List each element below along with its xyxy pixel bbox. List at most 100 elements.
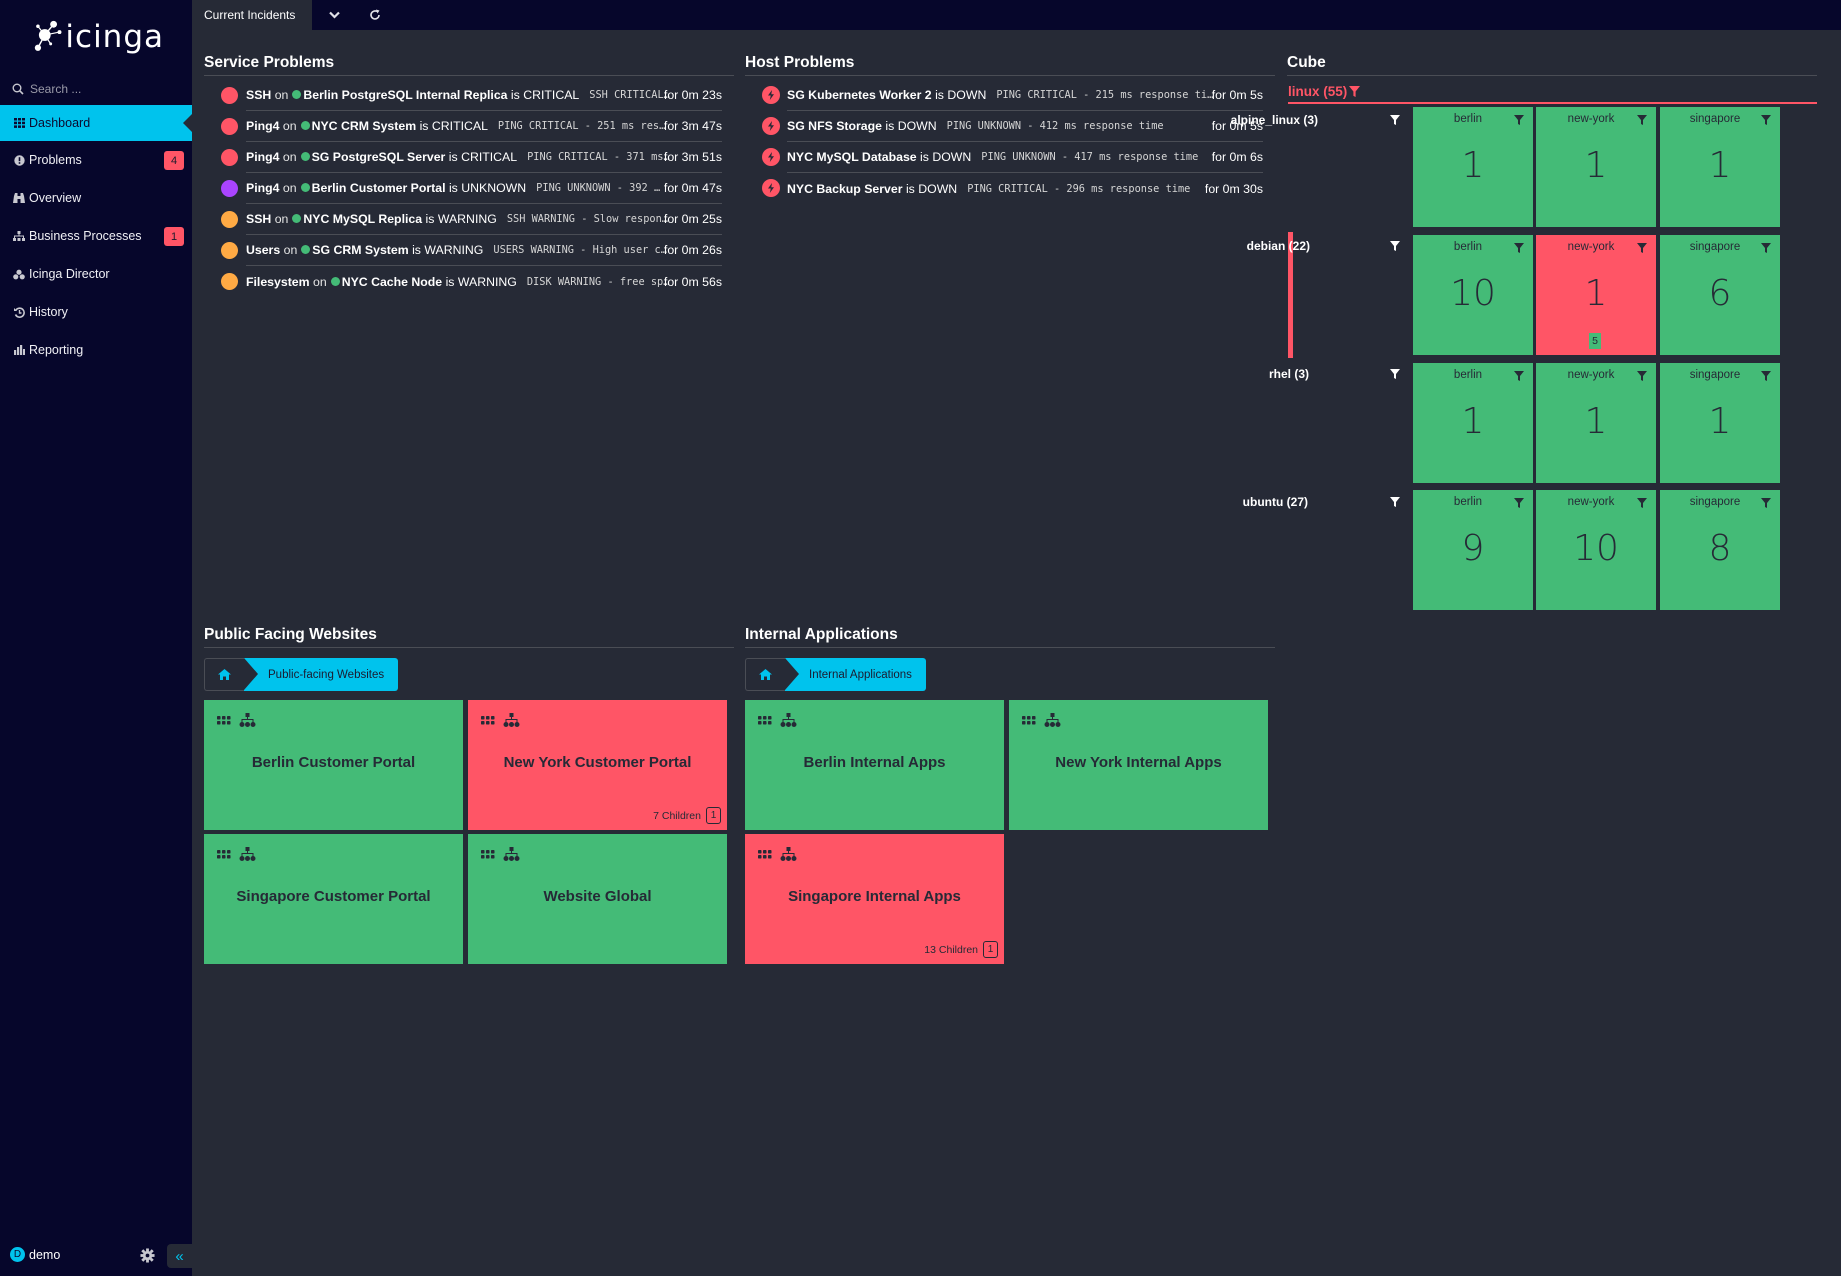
cube-cell[interactable]: singapore 6	[1660, 235, 1780, 355]
cube-row-label[interactable]: debian (22)	[1246, 239, 1310, 253]
service-name[interactable]: SSH	[246, 212, 272, 226]
cube-row-label[interactable]: alpine_linux (3)	[1230, 113, 1318, 127]
cube-cell-critical[interactable]: new-york 1 5	[1536, 235, 1656, 355]
filter-icon[interactable]	[1390, 497, 1400, 507]
host-problem-row[interactable]: NYC MySQL Database is DOWN PING UNKNOWN …	[762, 142, 1263, 173]
breadcrumb-item[interactable]: Internal Applications	[785, 658, 926, 691]
filter-icon[interactable]	[1761, 243, 1771, 253]
sitemap-icon[interactable]	[503, 847, 520, 861]
service-name[interactable]: Users	[246, 243, 281, 257]
sitemap-icon[interactable]	[503, 713, 520, 727]
filter-icon[interactable]	[1514, 498, 1524, 508]
filter-icon[interactable]	[1761, 115, 1771, 125]
grid-view-icon[interactable]	[217, 715, 231, 725]
cube-cell[interactable]: singapore 1	[1660, 107, 1780, 227]
filter-icon[interactable]	[1637, 243, 1647, 253]
dashboard-dropdown-button[interactable]	[320, 0, 348, 30]
gear-icon[interactable]	[140, 1248, 155, 1268]
sitemap-icon[interactable]	[780, 713, 797, 727]
sidebar-item-icinga-director[interactable]: Icinga Director	[0, 255, 192, 293]
bp-tile[interactable]: Berlin Customer Portal	[204, 700, 463, 830]
sidebar-item-business-processes[interactable]: Business Processes 1	[0, 217, 192, 255]
service-name[interactable]: Filesystem	[246, 274, 310, 289]
cube-cell[interactable]: singapore 1	[1660, 363, 1780, 483]
host-name[interactable]: Berlin PostgreSQL Internal Replica	[303, 88, 508, 102]
cube-row-label[interactable]: rhel (3)	[1268, 367, 1309, 381]
sidebar-item-dashboard[interactable]: Dashboard	[0, 105, 192, 141]
service-name[interactable]: Ping4	[246, 150, 280, 164]
filter-icon[interactable]	[1637, 371, 1647, 381]
host-name[interactable]: NYC Backup Server	[787, 181, 903, 196]
grid-view-icon[interactable]	[481, 715, 495, 725]
filter-icon[interactable]	[1514, 115, 1524, 125]
sitemap-icon[interactable]	[1044, 713, 1061, 727]
sidebar-item-problems[interactable]: Problems 4	[0, 141, 192, 179]
filter-icon[interactable]	[1390, 115, 1400, 125]
cube-cell[interactable]: berlin 1	[1413, 363, 1533, 483]
breadcrumb-home[interactable]	[745, 658, 785, 691]
cube-cell[interactable]: singapore 8	[1660, 490, 1780, 610]
host-problem-row[interactable]: SG Kubernetes Worker 2 is DOWN PING CRIT…	[762, 80, 1263, 111]
cube-dimension-header[interactable]: linux (55)	[1288, 84, 1361, 99]
filter-icon[interactable]	[1637, 498, 1647, 508]
sitemap-icon[interactable]	[780, 847, 797, 861]
host-name[interactable]: SG CRM System	[312, 243, 409, 257]
grid-view-icon[interactable]	[217, 849, 231, 859]
host-name[interactable]: NYC MySQL Replica	[303, 212, 423, 226]
filter-icon[interactable]	[1637, 115, 1647, 125]
service-problem-row[interactable]: SSH on Berlin PostgreSQL Internal Replica…	[221, 80, 722, 111]
filter-icon[interactable]	[1514, 243, 1524, 253]
bp-tile[interactable]: New York Internal Apps	[1009, 700, 1268, 830]
cube-cell[interactable]: berlin 9	[1413, 490, 1533, 610]
sidebar-item-reporting[interactable]: Reporting	[0, 331, 192, 369]
filter-icon[interactable]	[1761, 498, 1771, 508]
collapse-sidebar-button[interactable]: «	[167, 1244, 192, 1268]
sidebar-item-history[interactable]: History	[0, 293, 192, 331]
service-problem-row[interactable]: Users on SG CRM System is WARNING USERS W…	[221, 235, 722, 266]
filter-icon[interactable]	[1390, 241, 1400, 251]
service-problem-row[interactable]: Ping4 on SG PostgreSQL Server is CRITICAL…	[221, 142, 722, 173]
grid-view-icon[interactable]	[758, 715, 772, 725]
host-name[interactable]: SG PostgreSQL Server	[311, 150, 446, 164]
host-name[interactable]: NYC MySQL Database	[787, 150, 917, 164]
filter-icon[interactable]	[1390, 369, 1400, 379]
service-problem-row[interactable]: SSH on NYC MySQL Replica is WARNING SSH W…	[221, 204, 722, 235]
breadcrumb-item[interactable]: Public-facing Websites	[244, 658, 399, 691]
service-name[interactable]: SSH	[246, 88, 272, 102]
icinga-logo[interactable]: icinga	[34, 14, 164, 60]
service-name[interactable]: Ping4	[246, 181, 280, 195]
sitemap-icon[interactable]	[239, 713, 256, 727]
cube-row-label[interactable]: ubuntu (27)	[1242, 495, 1308, 509]
host-name[interactable]: NYC Cache Node	[341, 274, 443, 289]
grid-view-icon[interactable]	[1022, 715, 1036, 725]
host-problem-row[interactable]: NYC Backup Server is DOWN PING CRITICAL …	[762, 173, 1263, 204]
bp-tile-critical[interactable]: Singapore Internal Apps 13 Children 1	[745, 834, 1004, 964]
bp-tile-critical[interactable]: New York Customer Portal 7 Children 1	[468, 700, 727, 830]
cube-cell[interactable]: new-york 10	[1536, 490, 1656, 610]
cube-cell[interactable]: new-york 1	[1536, 363, 1656, 483]
host-name[interactable]: SG Kubernetes Worker 2	[787, 88, 932, 102]
cube-cell[interactable]: berlin 10	[1413, 235, 1533, 355]
host-problem-row[interactable]: SG NFS Storage is DOWN PING UNKNOWN - 41…	[762, 111, 1263, 142]
service-problem-row[interactable]: Filesystem on NYC Cache Node is WARNING D…	[221, 266, 722, 297]
bp-tile[interactable]: Singapore Customer Portal	[204, 834, 463, 964]
tab-current-incidents[interactable]: Current Incidents	[192, 0, 312, 30]
bp-tile[interactable]: Website Global	[468, 834, 727, 964]
host-name[interactable]: Berlin Customer Portal	[311, 181, 446, 195]
user-menu[interactable]: D demo	[10, 1247, 60, 1262]
filter-icon[interactable]	[1761, 371, 1771, 381]
bp-tile[interactable]: Berlin Internal Apps	[745, 700, 1004, 830]
refresh-button[interactable]	[361, 0, 389, 30]
service-problem-row[interactable]: Ping4 on NYC CRM System is CRITICAL PING …	[221, 111, 722, 142]
search-input[interactable]	[30, 82, 170, 96]
cube-cell[interactable]: new-york 1	[1536, 107, 1656, 227]
cube-cell[interactable]: berlin 1	[1413, 107, 1533, 227]
service-name[interactable]: Ping4	[246, 119, 280, 133]
service-problem-row[interactable]: Ping4 on Berlin Customer Portal is UNKNOW…	[221, 173, 722, 204]
grid-view-icon[interactable]	[758, 849, 772, 859]
sidebar-item-overview[interactable]: Overview	[0, 179, 192, 217]
filter-icon[interactable]	[1349, 86, 1361, 97]
grid-view-icon[interactable]	[481, 849, 495, 859]
filter-icon[interactable]	[1514, 371, 1524, 381]
host-name[interactable]: NYC CRM System	[311, 119, 417, 133]
